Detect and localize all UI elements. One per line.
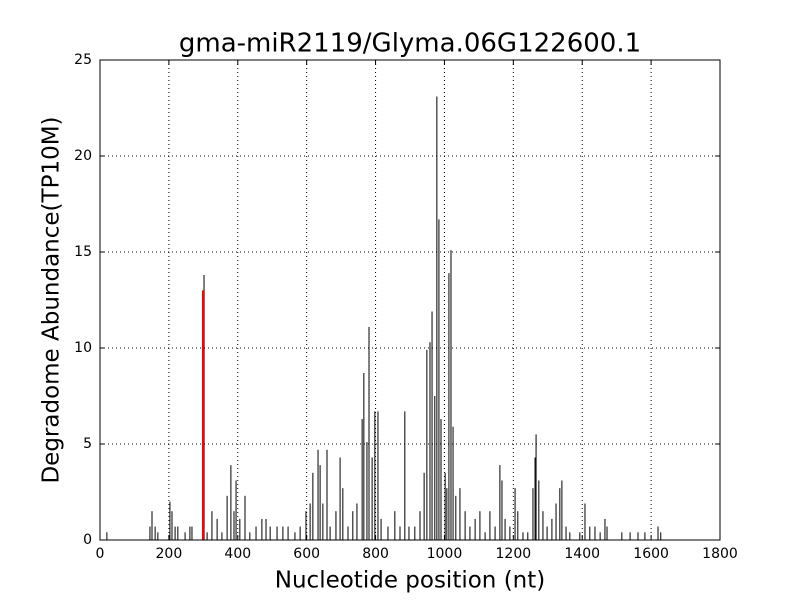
x-tick-label: 800 xyxy=(362,546,389,562)
plot-frame xyxy=(99,59,721,541)
y-tick-label: 5 xyxy=(83,436,92,452)
y-axis-label: Degradome Abundance(TP10M) xyxy=(39,116,65,483)
x-tick-label: 1200 xyxy=(496,546,532,562)
x-tick-label: 600 xyxy=(293,546,320,562)
y-tick-label: 15 xyxy=(74,244,92,260)
y-tick-label: 20 xyxy=(74,148,92,164)
x-tick-label: 400 xyxy=(224,546,251,562)
x-tick-label: 200 xyxy=(156,546,183,562)
y-tick-label: 0 xyxy=(83,532,92,548)
y-tick-label: 10 xyxy=(74,340,92,356)
y-tick-label: 25 xyxy=(74,52,92,68)
chart-title: gma-miR2119/Glyma.06G122600.1 xyxy=(179,29,641,59)
x-tick-label: 1600 xyxy=(633,546,669,562)
x-axis-label: Nucleotide position (nt) xyxy=(275,568,545,594)
x-tick-label: 1800 xyxy=(702,546,738,562)
x-tick-label: 1400 xyxy=(564,546,600,562)
x-tick-label: 1000 xyxy=(427,546,463,562)
x-tick-label: 0 xyxy=(96,546,105,562)
